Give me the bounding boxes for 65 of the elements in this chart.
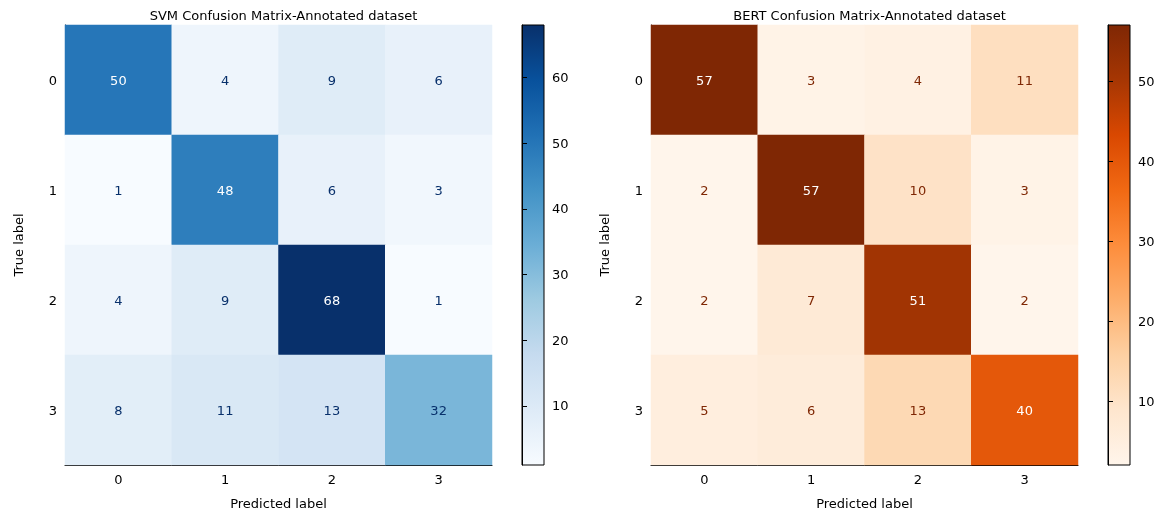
data-label: 48 [216, 182, 234, 198]
x-tick-label: 2 [913, 472, 923, 487]
chart-title: BERT Confusion Matrix-Annotated dataset [733, 8, 1006, 23]
x-tick-label: 1 [220, 472, 230, 487]
y-tick-label: 0 [48, 72, 57, 88]
y-tick-label: 3 [48, 402, 57, 418]
color-bar-label: 20 [552, 332, 569, 348]
y-tick-label: 3 [634, 402, 643, 418]
data-label: 11 [1016, 72, 1033, 88]
y-axis-title: True label [11, 213, 26, 278]
data-label: 32 [430, 402, 447, 418]
data-label: 1 [434, 292, 443, 308]
data-label: 6 [434, 72, 443, 88]
x-axis-title: Predicted label [816, 496, 913, 511]
data-label: 4 [913, 72, 923, 88]
data-label: 8 [114, 402, 123, 418]
y-tick-label: 2 [634, 292, 643, 308]
data-label: 2 [700, 292, 709, 308]
data-label: 40 [1016, 402, 1033, 418]
data-label: 57 [696, 72, 713, 88]
y-tick-label: 0 [634, 72, 643, 88]
data-label: 4 [220, 72, 230, 88]
data-label: 57 [802, 182, 820, 198]
y-tick-label: 1 [48, 182, 57, 198]
color-bar-label: 20 [1138, 313, 1155, 329]
x-axis-title: Predicted label [230, 496, 327, 511]
color-bar-label: 10 [1138, 393, 1155, 409]
color-bar-label: 50 [552, 135, 569, 151]
data-label: 50 [110, 72, 127, 88]
data-label: 68 [323, 292, 341, 308]
data-label: 13 [909, 402, 927, 418]
data-label: 51 [909, 292, 927, 308]
color-bar-label: 10 [552, 398, 569, 414]
x-tick-label: 0 [114, 472, 123, 487]
data-label: 4 [114, 292, 123, 308]
data-label: 9 [327, 72, 337, 88]
x-tick-label: 3 [1020, 472, 1029, 487]
x-tick-label: 2 [327, 472, 337, 487]
data-label: 3 [1020, 182, 1029, 198]
data-label: 5 [700, 402, 709, 418]
data-label: 11 [216, 402, 234, 418]
x-tick-label: 0 [700, 472, 709, 487]
y-tick-label: 2 [48, 292, 57, 308]
x-tick-label: 3 [434, 472, 443, 487]
color-bar-label: 30 [1138, 233, 1155, 249]
data-label: 13 [323, 402, 341, 418]
data-label: 9 [220, 292, 230, 308]
y-axis-title: True label [597, 213, 612, 278]
color-bar-label: 50 [1138, 73, 1155, 89]
data-label: 3 [434, 182, 443, 198]
x-tick-label: 1 [806, 472, 816, 487]
data-label: 3 [806, 72, 816, 88]
color-bar-label: 40 [1138, 153, 1155, 169]
data-label: 6 [327, 182, 337, 198]
color-bar-label: 30 [552, 267, 569, 283]
data-label: 2 [700, 182, 709, 198]
y-tick-label: 1 [634, 182, 643, 198]
color-bar-label: 40 [552, 201, 569, 217]
data-label: 7 [806, 292, 816, 308]
data-label: 1 [114, 182, 123, 198]
chart-title: SVM Confusion Matrix-Annotated dataset [149, 8, 418, 23]
data-label: 10 [909, 182, 927, 198]
color-bar-label: 60 [552, 70, 569, 86]
data-label: 6 [806, 402, 816, 418]
data-label: 2 [1020, 292, 1029, 308]
